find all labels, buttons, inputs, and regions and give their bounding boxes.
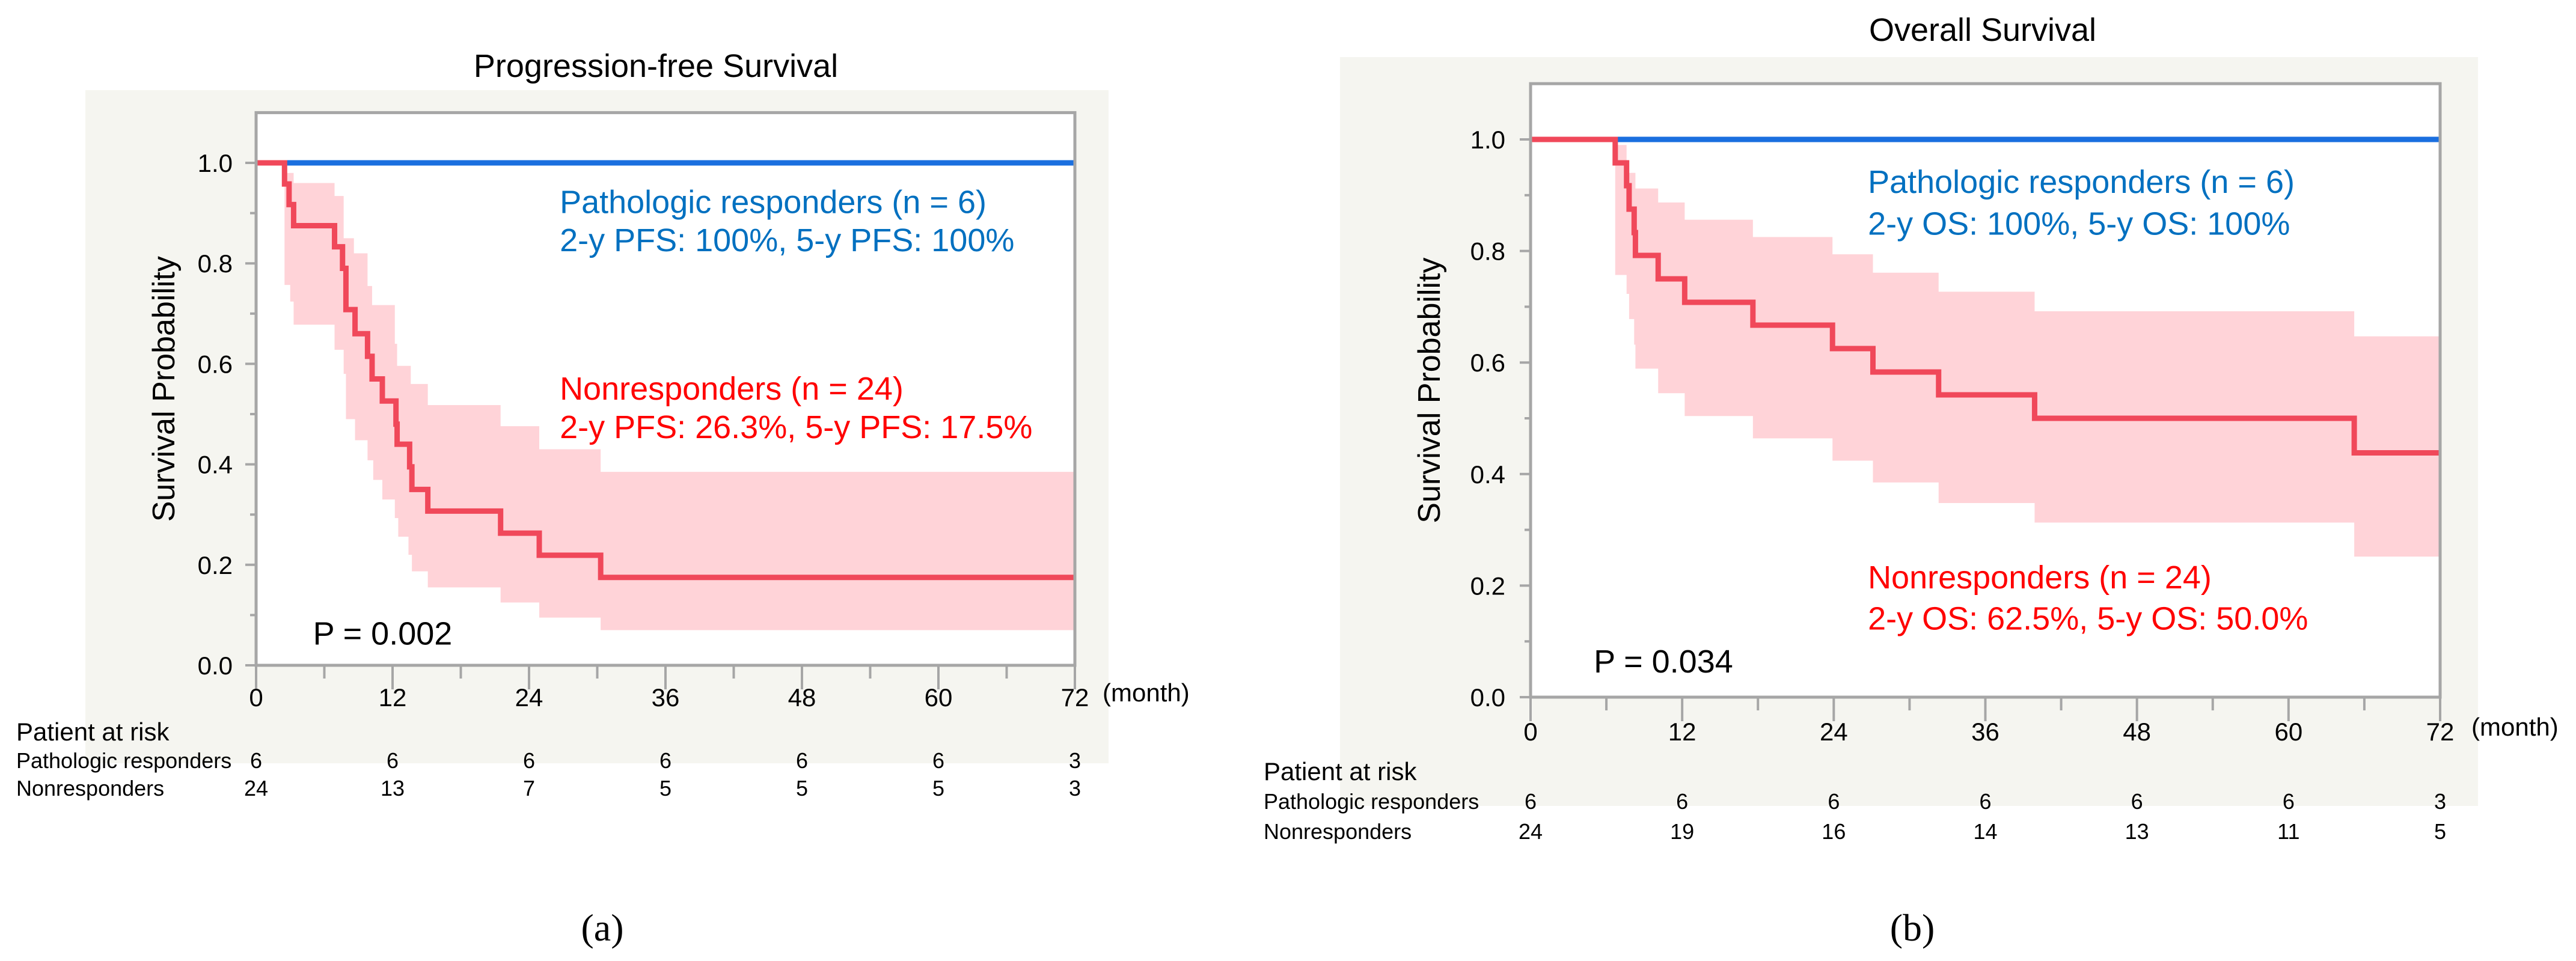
x-tick-label: 72: [1061, 683, 1089, 712]
y-tick-label: 0.8: [1470, 237, 1505, 266]
x-tick-label: 36: [652, 683, 680, 712]
risk-count: 5: [2434, 819, 2446, 844]
legend-nonresponders-label: Nonresponders (n = 24): [560, 371, 904, 407]
legend-responders-label: Pathologic responders (n = 6): [1868, 164, 2295, 200]
risk-count: 6: [2131, 789, 2143, 814]
x-axis-unit-label: (month): [2471, 713, 2559, 741]
x-tick-label: 12: [1668, 718, 1696, 746]
risk-count: 6: [387, 748, 399, 773]
panel-caption: (a): [581, 906, 623, 949]
y-tick-label: 0.2: [198, 551, 233, 579]
risk-count: 6: [523, 748, 535, 773]
legend-responders-stats: 2-y OS: 100%, 5-y OS: 100%: [1868, 206, 2290, 242]
y-tick-label: 0.4: [1470, 460, 1505, 489]
risk-count: 24: [244, 776, 268, 801]
x-tick-label: 24: [515, 683, 543, 712]
risk-table-header: Patient at risk: [1264, 757, 1417, 786]
chart-title: Overall Survival: [1869, 12, 2096, 48]
x-tick-label: 0: [249, 683, 263, 712]
y-tick-label: 0.2: [1470, 572, 1505, 600]
panel-caption: (b): [1890, 906, 1935, 949]
y-tick-label: 0.0: [1470, 683, 1505, 712]
risk-count: 6: [2283, 789, 2295, 814]
confidence-band-nonresponders: [284, 172, 1075, 630]
risk-count: 6: [1979, 789, 1991, 814]
confidence-band-nonresponders: [1615, 145, 2440, 557]
risk-count: 13: [381, 776, 405, 801]
x-tick-label: 12: [379, 683, 407, 712]
risk-count: 16: [1822, 819, 1846, 844]
legend-responders-label: Pathologic responders (n = 6): [560, 185, 987, 221]
y-tick-label: 1.0: [198, 149, 233, 177]
legend-nonresponders-stats: 2-y PFS: 26.3%, 5-y PFS: 17.5%: [560, 409, 1032, 445]
panel-b: Overall Survival 0.0 0.2 0.4 0.6 0.8 1.0 Surviv…: [1264, 12, 2559, 949]
x-tick-label: 48: [788, 683, 816, 712]
risk-table-row: Pathologic responders 6 6 6 6 6 6 3: [16, 748, 1081, 773]
risk-count: 6: [1828, 789, 1840, 814]
y-tick-label: 0.0: [198, 651, 233, 680]
risk-table-header: Patient at risk: [16, 718, 170, 746]
risk-count: 5: [659, 776, 672, 801]
risk-count: 11: [2277, 819, 2299, 844]
legend-nonresponders-label: Nonresponders (n = 24): [1868, 560, 2212, 596]
survival-curve-nonresponders: [1531, 136, 2440, 456]
panel-a: Progression-free Survival 0.0 0.2 0.4 0.6 0.8…: [16, 48, 1190, 949]
risk-row-label: Nonresponders: [16, 776, 164, 801]
x-tick-label: 60: [2274, 718, 2302, 746]
x-tick-label: 0: [1523, 718, 1537, 746]
risk-count: 6: [1676, 789, 1688, 814]
survival-curve-nonresponders: [256, 160, 1075, 581]
y-axis-label: Survival Probability: [147, 256, 182, 522]
risk-count: 5: [796, 776, 808, 801]
risk-count: 6: [250, 748, 262, 773]
risk-count: 6: [932, 748, 944, 773]
p-value-label: P = 0.002: [313, 616, 453, 652]
risk-row-label: Pathologic responders: [16, 748, 231, 773]
x-tick-label: 72: [2426, 718, 2455, 746]
y-tick-label: 0.4: [198, 451, 233, 479]
y-tick-label: 0.6: [1470, 349, 1505, 377]
y-tick-label: 1.0: [1470, 126, 1505, 154]
x-tick-label: 60: [925, 683, 953, 712]
risk-count: 24: [1519, 819, 1543, 844]
risk-count: 7: [523, 776, 535, 801]
legend-nonresponders-stats: 2-y OS: 62.5%, 5-y OS: 50.0%: [1868, 601, 2308, 637]
x-axis-unit-label: (month): [1103, 679, 1190, 707]
risk-table-row: Nonresponders 24 13 7 5 5 5 3: [16, 776, 1081, 801]
risk-count: 5: [932, 776, 944, 801]
risk-count: 14: [1973, 819, 1997, 844]
risk-count: 3: [2434, 789, 2446, 814]
legend-responders-stats: 2-y PFS: 100%, 5-y PFS: 100%: [560, 222, 1014, 258]
risk-count: 6: [1525, 789, 1537, 814]
risk-count: 3: [1069, 748, 1081, 773]
risk-row-label: Nonresponders: [1264, 819, 1412, 844]
risk-count: 19: [1670, 819, 1694, 844]
y-tick-label: 0.8: [198, 249, 233, 278]
x-tick-label: 24: [1820, 718, 1848, 746]
y-axis-label: Survival Probability: [1412, 258, 1447, 523]
risk-count: 6: [796, 748, 808, 773]
risk-table-row: Nonresponders 24 19 16 14 13 11 5: [1264, 819, 2446, 844]
risk-count: 6: [659, 748, 672, 773]
chart-title: Progression-free Survival: [474, 48, 838, 84]
x-tick-label: 36: [1971, 718, 1999, 746]
y-tick-label: 0.6: [198, 350, 233, 378]
risk-table: Patient at risk Pathologic responders 6 6 6 6…: [1264, 757, 2446, 844]
risk-row-label: Pathologic responders: [1264, 789, 1479, 814]
x-tick-label: 48: [2123, 718, 2151, 746]
p-value-label: P = 0.034: [1594, 644, 1733, 680]
risk-table-row: Pathologic responders 6 6 6 6 6 6 3: [1264, 789, 2446, 814]
risk-count: 3: [1069, 776, 1081, 801]
risk-count: 13: [2125, 819, 2149, 844]
